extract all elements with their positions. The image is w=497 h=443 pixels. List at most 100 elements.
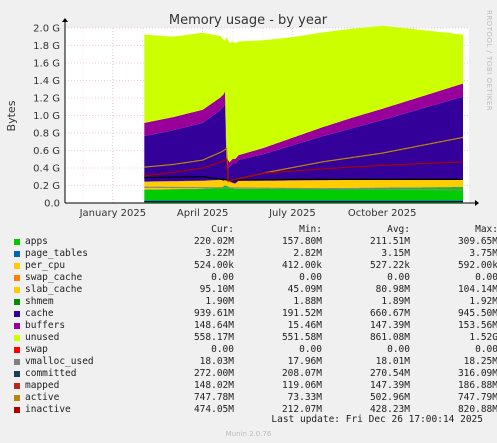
legend-min-value: 157.80M <box>281 236 322 247</box>
munin-version: Munin 2.0.76 <box>225 430 272 438</box>
legend-min-value: 412.00k <box>281 260 322 271</box>
legend-cur-value: 148.64M <box>193 320 234 331</box>
y-tick-label: 2.0 G <box>33 24 60 35</box>
legend-swatch-mapped <box>14 383 20 389</box>
legend-avg-value: 660.67M <box>369 308 410 319</box>
legend-swatch-cache <box>14 311 20 317</box>
line-inactive <box>144 158 464 182</box>
x-tick-label: January 2025 <box>79 208 147 219</box>
area-page_tables <box>144 185 464 190</box>
legend-cur-value: 939.61M <box>193 308 234 319</box>
legend-row-buffers: buffers 148.64M 15.46M 147.39M 153.56M <box>14 320 497 332</box>
legend-swatch-per_cpu <box>14 263 20 269</box>
legend-avg-value: 0.00 <box>387 272 410 283</box>
legend-avg-value: 147.39M <box>369 380 410 391</box>
legend-cur-value: 272.00M <box>193 368 234 379</box>
legend-row-apps: apps 220.02M 157.80M 211.51M 309.65M <box>14 236 497 248</box>
legend-name: mapped <box>25 380 60 391</box>
legend-cur-value: 3.22M <box>205 248 234 259</box>
line-active <box>144 136 464 182</box>
legend-row-cache: cache 939.61M 191.52M 660.67M 945.50M <box>14 308 497 320</box>
y-tick-label: 0.8 G <box>33 129 60 140</box>
legend-name: vmalloc_used <box>25 356 94 367</box>
legend-cur-value: 18.03M <box>199 356 234 367</box>
legend-name: active <box>25 392 60 403</box>
last-update: Last update: Fri Dec 26 17:00:14 2025 <box>271 414 483 425</box>
legend-max-value: 592.00k <box>457 260 497 271</box>
legend-swatch-slab_cache <box>14 287 20 293</box>
legend-name: slab_cache <box>25 284 83 295</box>
legend-min-value: 191.52M <box>281 308 322 319</box>
legend-row-slab_cache: slab_cache 95.10M 45.09M 80.98M 104.14M <box>14 284 497 296</box>
legend-swatch-inactive <box>14 407 20 413</box>
legend-name: page_tables <box>25 248 88 259</box>
legend-header-min: Min: <box>299 224 322 235</box>
legend-cur-value: 558.17M <box>193 332 234 343</box>
legend-min-value: 2.82M <box>293 248 322 259</box>
legend-min-value: 212.07M <box>281 404 322 415</box>
legend-max-value: 18.25M <box>463 356 497 367</box>
area-apps <box>144 185 464 203</box>
area-unused <box>144 25 464 163</box>
y-tick-label: 1.0 G <box>33 111 60 122</box>
rrdtool-watermark: RRDTOOL / TOBI OETIKER <box>485 10 493 111</box>
legend-swatch-page_tables <box>14 251 20 257</box>
legend-row-active: active 747.78M 73.33M 502.96M 747.79M <box>14 392 497 404</box>
legend-name: unused <box>25 332 60 343</box>
legend-avg-value: 861.08M <box>369 332 410 343</box>
y-tick-label: 1.2 G <box>33 94 60 105</box>
legend-name: swap_cache <box>25 272 83 283</box>
legend-row-inactive: inactive 474.05M 212.07M 428.23M 820.88M <box>14 404 497 416</box>
legend-cur-value: 1.90M <box>205 296 234 307</box>
legend-row-per_cpu: per_cpu 524.00k 412.00k 527.22k 592.00k <box>14 260 497 272</box>
legend-header-avg: Avg: <box>387 224 410 235</box>
legend-swatch-swap <box>14 347 20 353</box>
legend-avg-value: 502.96M <box>369 392 410 403</box>
y-tick-label: 0.4 G <box>33 164 60 175</box>
legend-cur-value: 474.05M <box>193 404 234 415</box>
legend-table: Cur: Min: Avg: Max: apps 220.02M 157.80M 21… <box>14 224 497 416</box>
line-committed <box>144 176 464 181</box>
legend-min-value: 551.58M <box>281 332 322 343</box>
chart-title: Memory usage - by year <box>169 13 328 28</box>
y-tick-label: 0.6 G <box>33 146 60 157</box>
legend-max-value: 186.88M <box>457 380 497 391</box>
legend-row-swap_cache: swap_cache 0.00 0.00 0.00 0.00 <box>14 272 497 284</box>
x-axis-arrow <box>475 200 479 206</box>
legend-max-value: 0.00 <box>475 344 497 355</box>
legend-avg-value: 147.39M <box>369 320 410 331</box>
legend-swatch-unused <box>14 335 20 341</box>
legend-cur-value: 0.00 <box>211 344 234 355</box>
legend-min-value: 208.07M <box>281 368 322 379</box>
legend-avg-value: 270.54M <box>369 368 410 379</box>
x-tick-label: October 2025 <box>348 208 417 219</box>
legend-name: per_cpu <box>25 260 66 271</box>
y-tick-label: 0.0 <box>44 199 60 210</box>
legend-swatch-active <box>14 395 20 401</box>
legend-name: committed <box>25 368 77 379</box>
y-axis-label: Bytes <box>5 100 18 131</box>
legend-row-shmem: shmem 1.90M 1.88M 1.89M 1.92M <box>14 296 497 308</box>
legend-avg-value: 18.01M <box>375 356 410 367</box>
legend-avg-value: 428.23M <box>369 404 410 415</box>
legend-cur-value: 220.02M <box>193 236 234 247</box>
legend-cur-value: 148.02M <box>193 380 234 391</box>
legend-row-swap: swap 0.00 0.00 0.00 0.00 <box>14 344 497 356</box>
legend-header-max: Max: <box>475 224 497 235</box>
legend-name: shmem <box>25 296 54 307</box>
legend-name: buffers <box>25 320 66 331</box>
legend-max-value: 3.75M <box>469 248 497 259</box>
legend-header-cur: Cur: <box>211 224 234 235</box>
legend-avg-value: 1.89M <box>381 296 410 307</box>
legend-max-value: 747.79M <box>457 392 497 403</box>
legend-swatch-committed <box>14 371 20 377</box>
legend-avg-value: 0.00 <box>387 344 410 355</box>
legend-cur-value: 524.00k <box>193 260 234 271</box>
legend-max-value: 309.65M <box>457 236 497 247</box>
legend-cur-value: 95.10M <box>199 284 234 295</box>
legend-min-value: 73.33M <box>287 392 322 403</box>
x-tick-label: July 2025 <box>268 208 316 219</box>
y-tick-label: 1.6 G <box>33 59 60 70</box>
legend-min-value: 1.88M <box>293 296 322 307</box>
legend-swatch-vmalloc_used <box>14 359 20 365</box>
